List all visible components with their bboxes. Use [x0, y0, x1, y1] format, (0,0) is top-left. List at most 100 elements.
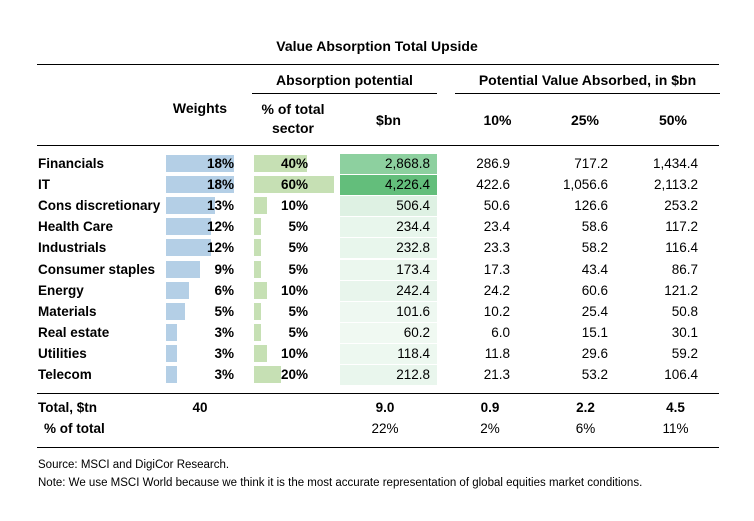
pct-value: 10%: [280, 198, 308, 214]
top-rule: [37, 64, 719, 65]
bn-cell-fill: [340, 301, 437, 322]
sector-label: Telecom: [38, 367, 92, 382]
value-50pct: 121.2: [664, 282, 698, 298]
weight-bar: [166, 155, 234, 172]
bn-value: 118.4: [397, 345, 430, 361]
table-row: Cons discretionary 13% 10% 506.4 50.6 126.6 25…: [0, 196, 754, 217]
table-row: Health Care 12% 5% 234.4 23.4 58.6 117.2: [0, 217, 754, 238]
pct-of-total-label: % of total: [44, 421, 105, 436]
bn-cell-fill: [340, 259, 437, 280]
pct-of-total-bn: 22%: [371, 421, 399, 436]
bn-cell-fill: [340, 217, 437, 238]
weight-value: 9%: [214, 261, 234, 277]
pct-value: 5%: [288, 261, 308, 277]
value-10pct: 286.9: [476, 156, 510, 171]
sector-label: Industrials: [38, 240, 107, 256]
value-10pct: 17.3: [483, 261, 510, 277]
footer-rule: [37, 447, 719, 448]
value-25pct: 43.4: [581, 261, 608, 277]
value-50pct: 30.1: [671, 324, 698, 340]
table-row: Real estate 3% 5% 60.2 6.0 15.1 30.1: [0, 322, 754, 343]
weight-value: 3%: [214, 367, 234, 382]
value-50pct: 2,113.2: [653, 177, 698, 193]
pct-bar: [254, 366, 281, 383]
value-25pct: 717.2: [574, 156, 608, 171]
value-10pct: 23.3: [483, 240, 510, 256]
value-25pct: 15.1: [581, 324, 608, 340]
bn-cell-fill: [340, 322, 437, 343]
header-10pct: 10%: [483, 112, 512, 128]
pct-bar: [254, 344, 268, 362]
value-10pct: 6.0: [491, 324, 510, 340]
value-10pct: 422.6: [476, 177, 510, 193]
value-50pct: 86.7: [671, 261, 698, 277]
sector-label: IT: [38, 177, 50, 193]
pct-bar: [254, 218, 261, 236]
sector-label: Utilities: [38, 345, 87, 361]
header-weights: Weights: [172, 100, 228, 116]
value-25pct: 58.6: [581, 219, 608, 235]
header-rule: [37, 145, 719, 146]
total-rule: [37, 393, 719, 394]
bn-value: 242.4: [396, 282, 430, 298]
value-50pct: 106.4: [664, 367, 698, 382]
table-row: Energy 6% 10% 242.4 24.2 60.6 121.2: [0, 280, 754, 301]
bn-cell-fill: [340, 196, 437, 217]
pct-bar: [254, 176, 334, 194]
sector-label: Energy: [38, 282, 84, 298]
value-25pct: 1,056.6: [562, 177, 608, 193]
weight-bar: [166, 260, 200, 278]
methodology-note: Note: We use MSCI World because we think…: [38, 477, 643, 489]
value-10pct: 23.4: [483, 219, 510, 235]
table-row: Materials 5% 5% 101.6 10.2 25.4 50.8: [0, 301, 754, 322]
absorption-rule: [252, 93, 437, 94]
weight-value: 18%: [206, 156, 234, 171]
pct-value: 20%: [280, 367, 308, 382]
value-50pct: 117.2: [665, 219, 698, 235]
value-10pct: 50.6: [483, 198, 510, 214]
weight-bar: [166, 197, 216, 215]
table-row: Industrials 12% 5% 232.8 23.3 58.2 116.4: [0, 238, 754, 259]
value-10pct: 21.3: [483, 367, 510, 382]
pct-value: 10%: [280, 282, 308, 298]
weight-bar: [166, 218, 212, 236]
weight-value: 12%: [206, 240, 234, 256]
weight-bar: [166, 239, 212, 257]
total-50pct: 4.5: [666, 400, 685, 415]
bn-cell-fill: [340, 154, 437, 174]
bn-cell-fill: [340, 280, 437, 301]
sector-label: Materials: [38, 303, 97, 319]
header-25pct: 25%: [570, 112, 600, 128]
pct-value: 10%: [280, 345, 308, 361]
value-25pct: 126.6: [574, 198, 608, 214]
pct-value: 5%: [288, 324, 308, 340]
value-25pct: 29.6: [581, 345, 608, 361]
bn-value: 60.2: [403, 324, 430, 340]
bn-value: 101.6: [396, 303, 430, 319]
weight-bar: [166, 176, 234, 194]
pct-value: 5%: [288, 219, 308, 235]
bn-value: 2,868.8: [384, 156, 430, 171]
bn-cell-fill: [340, 365, 437, 385]
pct-value: 5%: [288, 240, 308, 256]
weight-value: 18%: [206, 177, 234, 193]
pct-bar: [254, 302, 261, 320]
weight-bar: [166, 281, 189, 299]
value-absorbed-rule: [455, 93, 720, 94]
pct-bar: [254, 323, 261, 341]
pct-bar: [254, 197, 268, 215]
sector-label: Health Care: [38, 219, 114, 235]
value-50pct: 116.4: [665, 240, 698, 256]
pct-of-total-25pct: 6%: [575, 421, 596, 436]
value-25pct: 60.6: [581, 282, 608, 298]
table-title: Value Absorption Total Upside: [276, 38, 478, 54]
weight-bar: [166, 323, 178, 341]
value-10pct: 24.2: [483, 282, 510, 298]
value-25pct: 25.4: [581, 303, 608, 319]
total-25pct: 2.2: [576, 400, 595, 415]
total-weight: 40: [192, 400, 208, 415]
weight-bar: [166, 302, 185, 320]
weight-value: 13%: [206, 198, 234, 214]
sector-label: Cons discretionary: [38, 198, 161, 214]
header-pct-total-sector: % of total sector: [261, 101, 325, 136]
